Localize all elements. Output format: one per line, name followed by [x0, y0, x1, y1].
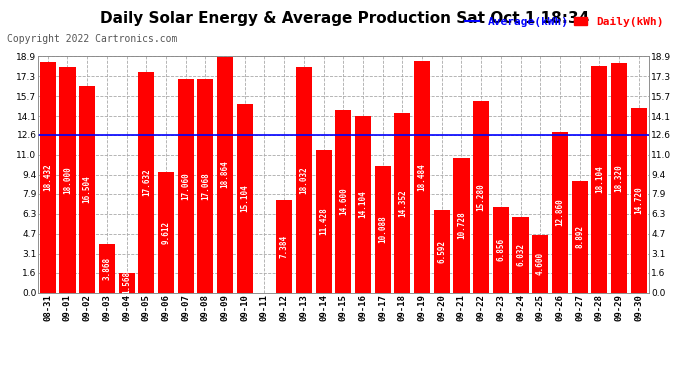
- Text: 14.352: 14.352: [398, 189, 407, 217]
- Text: 18.000: 18.000: [63, 166, 72, 194]
- Text: 10.728: 10.728: [457, 211, 466, 239]
- Bar: [138, 72, 155, 292]
- Bar: [296, 67, 312, 292]
- Bar: [631, 108, 647, 292]
- Bar: [276, 200, 293, 292]
- Bar: [335, 110, 351, 292]
- Bar: [473, 102, 489, 292]
- Bar: [591, 66, 607, 292]
- Text: 18.320: 18.320: [615, 164, 624, 192]
- Bar: [217, 57, 233, 292]
- Text: 6.032: 6.032: [516, 243, 525, 266]
- Bar: [315, 150, 332, 292]
- Bar: [177, 79, 194, 292]
- Text: 18.864: 18.864: [221, 161, 230, 189]
- Bar: [513, 217, 529, 292]
- Bar: [355, 116, 371, 292]
- Bar: [434, 210, 450, 292]
- Text: 15.280: 15.280: [477, 183, 486, 211]
- Bar: [493, 207, 509, 292]
- Bar: [40, 62, 56, 292]
- Bar: [414, 62, 430, 292]
- Text: 6.856: 6.856: [496, 238, 505, 261]
- Bar: [158, 172, 174, 292]
- Text: 6.592: 6.592: [437, 240, 446, 263]
- Bar: [611, 63, 627, 292]
- Text: 10.088: 10.088: [378, 216, 387, 243]
- Text: 12.860: 12.860: [555, 198, 564, 226]
- Bar: [394, 113, 411, 292]
- Text: Daily Solar Energy & Average Production Sat Oct 1 18:34: Daily Solar Energy & Average Production …: [100, 11, 590, 26]
- Bar: [79, 86, 95, 292]
- Bar: [571, 182, 588, 292]
- Bar: [99, 244, 115, 292]
- Text: 11.428: 11.428: [319, 207, 328, 235]
- Text: 4.600: 4.600: [535, 252, 545, 275]
- Bar: [375, 166, 391, 292]
- Text: 18.484: 18.484: [417, 163, 426, 191]
- Text: 14.104: 14.104: [359, 190, 368, 218]
- Text: 7.384: 7.384: [279, 235, 288, 258]
- Bar: [59, 68, 76, 292]
- Bar: [197, 79, 213, 292]
- Bar: [552, 132, 568, 292]
- Text: 17.068: 17.068: [201, 172, 210, 200]
- Text: 15.104: 15.104: [240, 184, 249, 212]
- Text: Copyright 2022 Cartronics.com: Copyright 2022 Cartronics.com: [7, 34, 177, 44]
- Text: 14.720: 14.720: [634, 187, 643, 214]
- Text: 14.600: 14.600: [339, 188, 348, 215]
- Text: 17.060: 17.060: [181, 172, 190, 200]
- Bar: [119, 273, 135, 292]
- Text: 16.504: 16.504: [83, 176, 92, 203]
- Bar: [237, 104, 253, 292]
- Legend: Average(kWh), Daily(kWh): Average(kWh), Daily(kWh): [465, 17, 664, 27]
- Text: 18.032: 18.032: [299, 166, 308, 194]
- Text: 3.868: 3.868: [102, 257, 111, 280]
- Bar: [532, 235, 549, 292]
- Bar: [453, 158, 469, 292]
- Text: 17.632: 17.632: [141, 168, 151, 196]
- Text: 18.432: 18.432: [43, 164, 52, 191]
- Text: 9.612: 9.612: [161, 221, 170, 244]
- Text: 8.892: 8.892: [575, 225, 584, 249]
- Text: 1.568: 1.568: [122, 271, 131, 294]
- Text: 18.104: 18.104: [595, 165, 604, 193]
